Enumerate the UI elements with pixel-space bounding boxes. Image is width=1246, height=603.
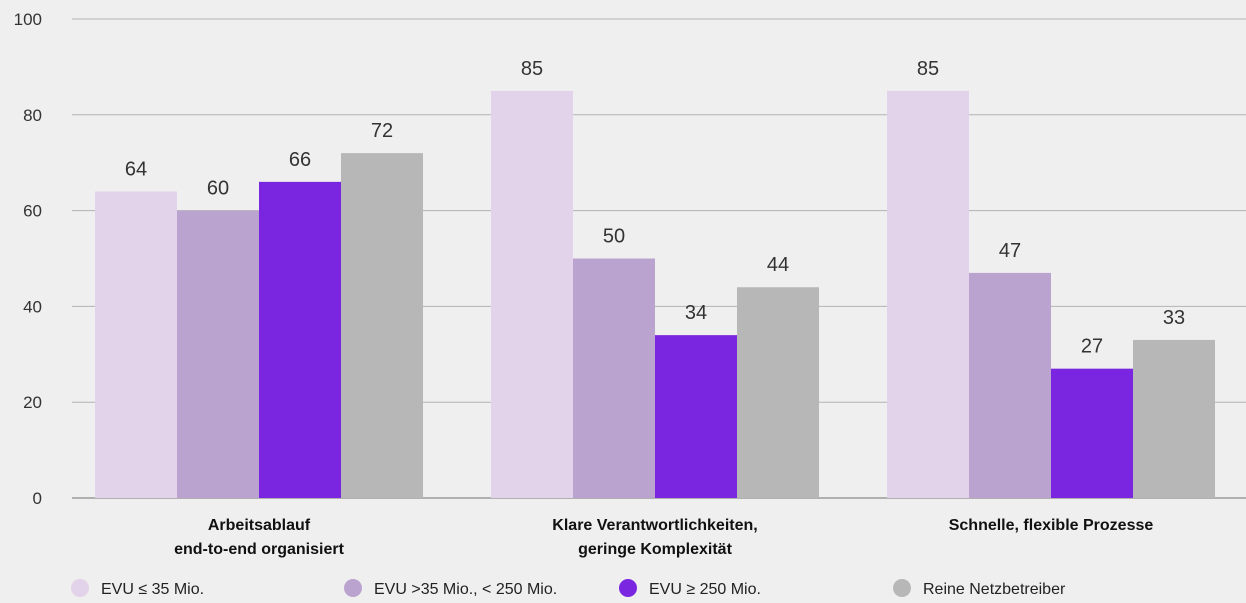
legend-swatch	[893, 579, 911, 597]
x-category-label: Arbeitsablauf	[208, 517, 311, 534]
bar	[1051, 368, 1133, 498]
y-tick-label: 80	[23, 106, 42, 125]
y-tick-label: 60	[23, 202, 42, 221]
y-tick-label: 40	[23, 297, 42, 316]
data-label: 27	[1081, 336, 1103, 358]
x-category-label: end-to-end organisiert	[174, 541, 344, 558]
data-label: 33	[1163, 307, 1185, 329]
x-category-label: geringe Komplexität	[578, 541, 732, 558]
bar	[341, 153, 423, 498]
x-category-label: Klare Verantwortlichkeiten,	[552, 517, 757, 534]
data-label: 34	[685, 302, 707, 324]
legend-swatch	[71, 579, 89, 597]
bar	[573, 258, 655, 498]
data-label: 60	[207, 178, 229, 200]
legend-swatch	[619, 579, 637, 597]
bar	[655, 335, 737, 498]
data-label: 85	[917, 58, 939, 80]
legend-label: EVU ≥ 250 Mio.	[649, 581, 761, 598]
legend-label: Reine Netzbetreiber	[923, 581, 1066, 598]
bar	[969, 272, 1051, 498]
legend-label: EVU ≤ 35 Mio.	[101, 581, 204, 598]
y-tick-label: 20	[23, 393, 42, 412]
data-label: 72	[371, 120, 393, 142]
y-tick-label: 100	[14, 10, 42, 29]
data-label: 66	[289, 149, 311, 171]
bar	[177, 210, 259, 498]
data-label: 50	[603, 226, 625, 248]
data-label: 47	[999, 240, 1021, 262]
legend-label: EVU >35 Mio., < 250 Mio.	[374, 581, 557, 598]
data-label: 44	[767, 254, 789, 276]
bar	[887, 90, 969, 498]
bar	[259, 181, 341, 499]
data-label: 64	[125, 158, 147, 180]
bar	[95, 191, 177, 498]
bar	[491, 90, 573, 498]
bar	[1133, 339, 1215, 498]
legend-swatch	[344, 579, 362, 597]
data-label: 85	[521, 58, 543, 80]
x-category-label: Schnelle, flexible Prozesse	[949, 517, 1154, 534]
y-tick-label: 0	[33, 489, 42, 508]
bar	[737, 287, 819, 498]
